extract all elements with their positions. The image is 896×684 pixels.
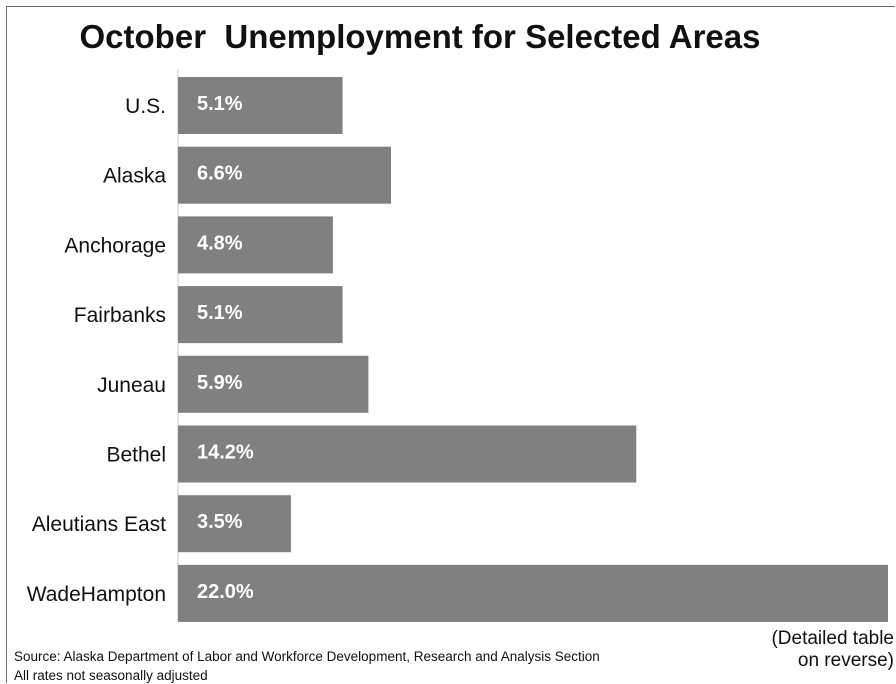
bar-fairbanks	[178, 286, 343, 344]
seasonal-note: All rates not seasonally adjusted	[14, 668, 208, 683]
value-label: 5.1%	[197, 302, 243, 324]
bar-aleutians-east	[178, 495, 291, 553]
category-label: U.S.	[125, 95, 166, 118]
bar-u-s-	[178, 77, 343, 134]
value-label: 3.5%	[197, 511, 243, 533]
bar-anchorage	[178, 216, 333, 274]
detail-note: (Detailed table on reverse)	[771, 628, 894, 672]
detail-note-line2: on reverse)	[797, 650, 894, 671]
detail-note-line1: (Detailed table	[771, 628, 894, 649]
value-label: 22.0%	[197, 581, 254, 603]
category-label: Aleutians East	[32, 513, 166, 536]
category-label: Bethel	[106, 444, 166, 467]
value-label: 5.1%	[197, 93, 243, 115]
source-text: Source: Alaska Department of Labor and W…	[14, 649, 600, 664]
value-label: 6.6%	[197, 163, 243, 185]
bar-wadehampton	[178, 564, 888, 622]
value-label: 5.9%	[197, 372, 243, 394]
category-label: Juneau	[97, 374, 166, 397]
value-label: 14.2%	[197, 442, 254, 464]
value-label: 4.8%	[197, 232, 243, 254]
category-label: Fairbanks	[74, 304, 166, 327]
category-label: WadeHampton	[27, 583, 166, 606]
chart-frame	[6, 6, 895, 683]
bar-bethel	[178, 425, 637, 483]
bar-alaska	[178, 146, 391, 204]
category-label: Anchorage	[64, 234, 166, 257]
category-label: Alaska	[103, 165, 166, 188]
chart-title: October Unemployment for Selected Areas	[79, 18, 761, 55]
bar-juneau	[178, 355, 369, 413]
